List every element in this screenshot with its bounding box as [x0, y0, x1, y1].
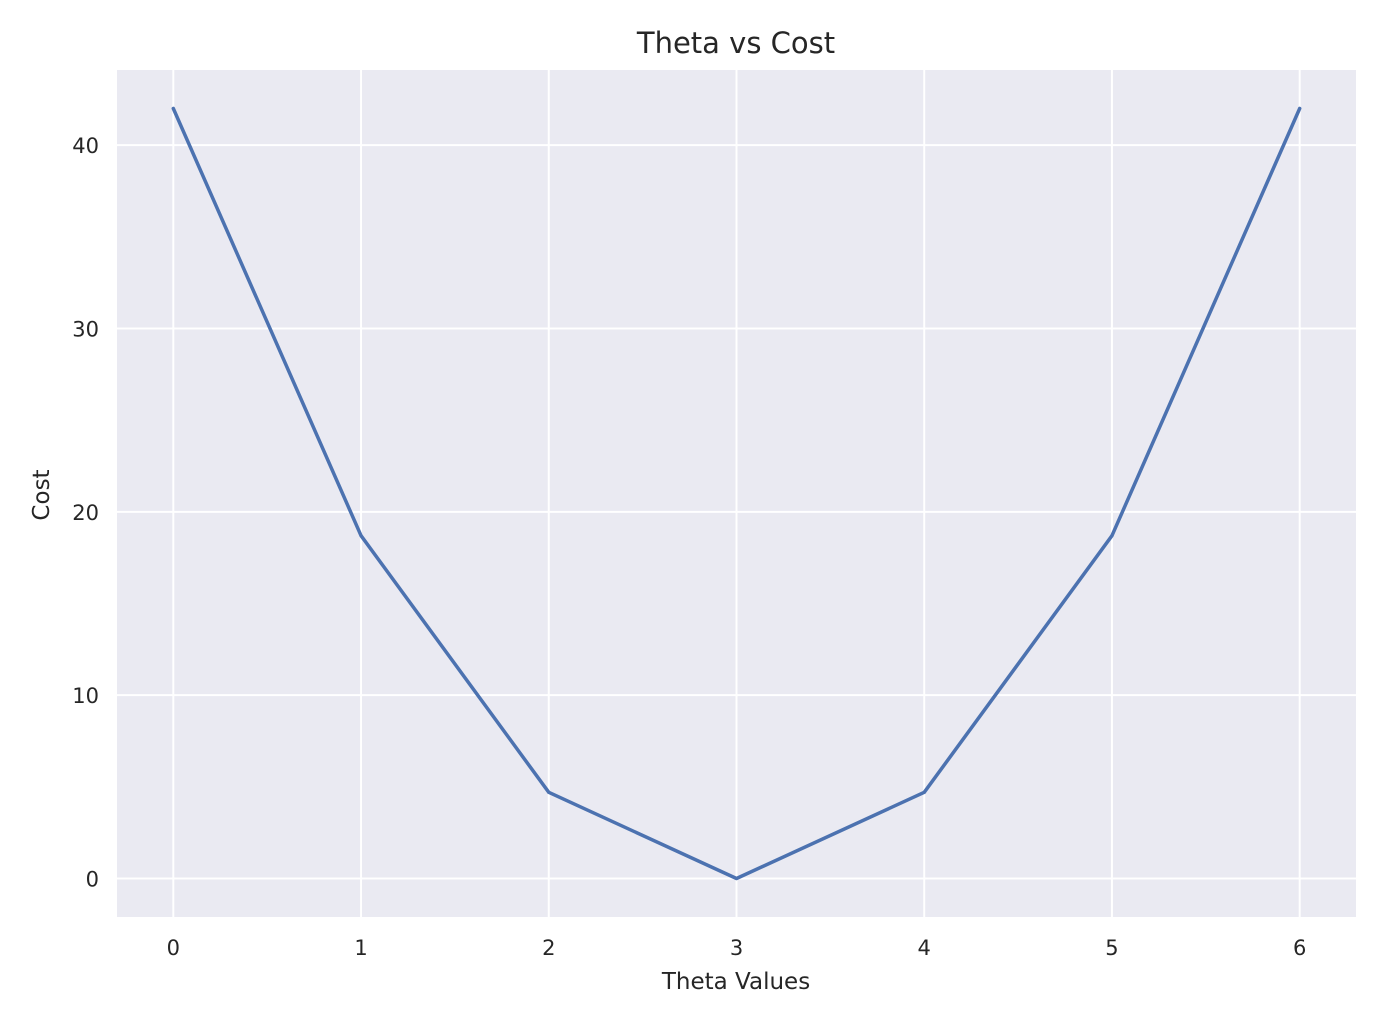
x-tick-label: 5 — [1105, 936, 1118, 960]
grid-lines — [117, 70, 1356, 917]
x-tick-label: 0 — [167, 936, 180, 960]
x-tick-label: 2 — [542, 936, 555, 960]
data-point — [922, 790, 926, 794]
x-axis-label: Theta Values — [661, 969, 810, 995]
tick-labels: 0 1 2 3 4 5 6 0 10 20 30 40 — [72, 134, 1306, 960]
data-point — [547, 790, 551, 794]
y-tick-label: 10 — [72, 684, 99, 708]
y-axis-label: Cost — [29, 469, 55, 520]
y-tick-label: 30 — [72, 318, 99, 342]
x-tick-label: 6 — [1293, 936, 1306, 960]
x-tick-label: 4 — [918, 936, 931, 960]
x-tick-label: 1 — [354, 936, 367, 960]
x-tick-label: 3 — [730, 936, 743, 960]
data-point — [171, 107, 175, 110]
y-tick-label: 0 — [86, 868, 99, 892]
data-point — [359, 534, 363, 538]
data-points — [171, 107, 1302, 880]
data-point — [735, 877, 738, 880]
data-point — [1110, 534, 1114, 538]
y-tick-label: 40 — [72, 134, 99, 158]
y-tick-label: 20 — [72, 501, 99, 525]
chart-title: Theta vs Cost — [636, 26, 835, 60]
data-point — [1298, 107, 1302, 110]
